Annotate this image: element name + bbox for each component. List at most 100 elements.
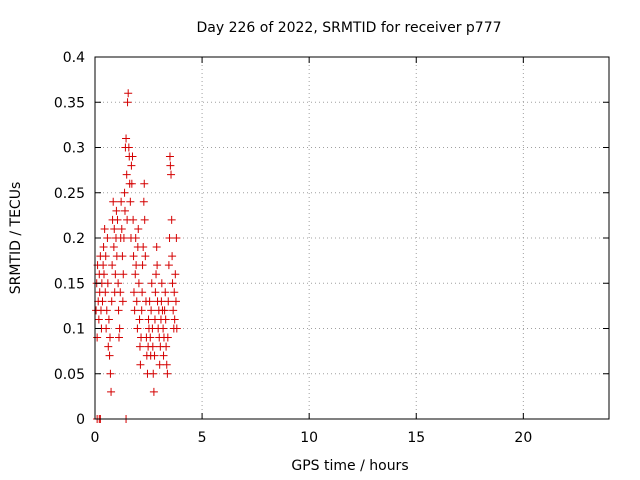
- data-point: [148, 342, 157, 351]
- data-point: [107, 297, 116, 306]
- data-point: [114, 306, 123, 315]
- data-point: [146, 333, 155, 342]
- data-point: [150, 351, 159, 360]
- data-point: [120, 206, 129, 215]
- data-point: [119, 270, 128, 279]
- data-point: [140, 179, 149, 188]
- data-points: [92, 89, 181, 423]
- data-point: [132, 297, 141, 306]
- data-point: [118, 297, 127, 306]
- data-point: [141, 252, 150, 261]
- data-point: [155, 360, 164, 369]
- data-point: [106, 369, 115, 378]
- data-point: [157, 279, 166, 288]
- data-point: [138, 288, 147, 297]
- data-point: [127, 179, 136, 188]
- data-point: [161, 288, 170, 297]
- data-point: [133, 324, 142, 333]
- data-point: [117, 197, 126, 206]
- data-point: [151, 288, 160, 297]
- data-point: [109, 243, 118, 252]
- data-point: [149, 387, 158, 396]
- data-point: [172, 324, 181, 333]
- data-point: [114, 279, 123, 288]
- data-point: [131, 234, 140, 242]
- data-point: [127, 161, 136, 170]
- data-point: [129, 252, 138, 261]
- x-axis-ticks: 0 5 10 15 20: [91, 57, 532, 446]
- data-point: [152, 243, 161, 252]
- y-tick-label: 0.3: [63, 141, 85, 157]
- data-point: [93, 333, 102, 342]
- y-axis-label: SRMTID / TECUs: [8, 182, 24, 295]
- data-point: [131, 270, 140, 279]
- x-tick-label: 5: [198, 430, 207, 446]
- data-point: [147, 279, 156, 288]
- data-point: [120, 188, 129, 197]
- y-tick-label: 0.05: [54, 367, 85, 383]
- data-point: [114, 333, 123, 342]
- y-tick-label: 0.35: [54, 95, 85, 111]
- data-point: [152, 270, 161, 279]
- data-point: [171, 297, 180, 306]
- data-point: [165, 234, 174, 242]
- data-point: [140, 215, 149, 224]
- data-point: [105, 333, 114, 342]
- data-point: [167, 215, 176, 224]
- data-point: [162, 360, 171, 369]
- grid-lines: [95, 57, 609, 419]
- y-axis-ticks: 0 0.05 0.1 0.15 0.2 0.25 0.3 0.35 0.4: [54, 50, 609, 428]
- data-point: [164, 261, 173, 270]
- x-tick-label: 20: [514, 430, 532, 446]
- data-point: [105, 351, 114, 360]
- data-point: [145, 297, 154, 306]
- data-point: [100, 224, 109, 233]
- y-tick-label: 0.4: [63, 50, 85, 66]
- data-point: [149, 369, 158, 378]
- data-point: [111, 270, 120, 279]
- data-point: [164, 297, 173, 306]
- x-tick-label: 10: [300, 430, 318, 446]
- data-point: [147, 306, 156, 315]
- data-point: [172, 234, 181, 242]
- data-point: [167, 170, 176, 179]
- x-axis-label: GPS time / hours: [291, 458, 408, 474]
- data-point: [162, 342, 171, 351]
- data-point: [112, 206, 121, 215]
- chart-title: Day 226 of 2022, SRMTID for receiver p77…: [196, 20, 501, 36]
- data-point: [170, 288, 179, 297]
- data-point: [165, 152, 174, 161]
- data-point: [139, 197, 148, 206]
- data-point: [99, 261, 108, 270]
- data-point: [170, 315, 179, 324]
- data-point: [166, 161, 175, 170]
- data-point: [161, 315, 170, 324]
- data-point: [129, 215, 138, 224]
- data-point: [124, 89, 133, 98]
- data-point: [108, 261, 117, 270]
- data-point: [135, 342, 144, 351]
- data-point: [159, 351, 168, 360]
- data-point: [110, 224, 119, 233]
- data-point: [109, 197, 118, 206]
- data-point: [153, 261, 162, 270]
- data-point: [101, 252, 110, 261]
- data-point: [115, 324, 124, 333]
- data-point: [123, 98, 132, 107]
- data-point: [169, 306, 178, 315]
- data-point: [98, 297, 107, 306]
- data-point: [116, 288, 125, 297]
- data-point: [134, 279, 143, 288]
- data-point: [124, 143, 133, 152]
- y-tick-label: 0.2: [63, 231, 85, 247]
- x-tick-label: 15: [407, 430, 425, 446]
- data-point: [99, 243, 108, 252]
- data-point: [113, 215, 122, 224]
- y-tick-label: 0.1: [63, 322, 85, 338]
- data-point: [129, 288, 138, 297]
- data-point: [168, 252, 177, 261]
- data-point: [101, 288, 110, 297]
- data-point: [163, 333, 172, 342]
- data-point: [102, 324, 111, 333]
